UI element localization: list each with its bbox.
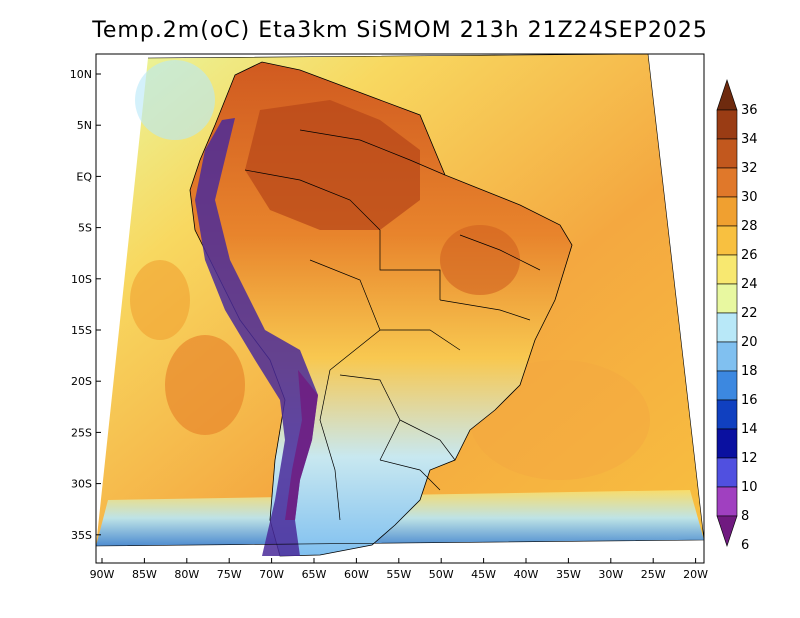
colorbar-segment (716, 138, 738, 169)
colorbar-label-10: 10 (741, 480, 758, 495)
colorbar-label-18: 18 (741, 364, 758, 379)
colorbar-segment (716, 399, 738, 430)
amazon-hot-region (245, 100, 420, 230)
colorbar-segment (716, 457, 738, 488)
colorbar-segment (716, 254, 738, 285)
lon-label-90W: 90W (90, 568, 115, 581)
colorbar-label-24: 24 (741, 277, 758, 292)
latitude-axis: 10N 5N EQ 5S 10S 15S 20S 25S 30S 35S (70, 68, 101, 542)
colorbar: 36 34 32 30 28 26 24 22 20 18 16 14 12 10 8 6 (716, 79, 758, 553)
colorbar-label-22: 22 (741, 306, 758, 321)
lon-label-30W: 30W (598, 568, 623, 581)
colorbar-label-36: 36 (741, 103, 758, 118)
lon-label-85W: 85W (132, 568, 157, 581)
andes-cold-ridge-highlight (285, 370, 318, 520)
colorbar-label-34: 34 (741, 132, 758, 147)
political-borders (244, 129, 541, 521)
northwest-cool-area (135, 60, 215, 140)
colorbar-bottom-arrow (716, 515, 738, 547)
lat-label-25S: 25S (71, 426, 92, 439)
lat-label-5N: 5N (77, 119, 92, 132)
colorbar-segment (716, 196, 738, 227)
northeast-hot-region (440, 225, 520, 295)
colorbar-label-28: 28 (741, 219, 758, 234)
colorbar-label-14: 14 (741, 422, 758, 437)
lat-label-30S: 30S (71, 478, 92, 491)
colorbar-segment (716, 283, 738, 314)
domain-outline (95, 53, 705, 547)
lon-label-60W: 60W (344, 568, 369, 581)
pacific-warm-area-2 (130, 260, 190, 340)
colorbar-segment (716, 312, 738, 343)
lat-label-5S: 5S (78, 222, 92, 235)
colorbar-segment (716, 428, 738, 459)
plot-frame (95, 53, 705, 564)
colorbar-segment (716, 109, 738, 140)
lon-label-45W: 45W (471, 568, 496, 581)
colorbar-segment (716, 486, 738, 517)
colorbar-segment (716, 341, 738, 372)
lat-label-10S: 10S (71, 273, 92, 286)
lon-label-40W: 40W (514, 568, 539, 581)
lon-label-35W: 35W (556, 568, 581, 581)
lon-label-55W: 55W (386, 568, 411, 581)
colorbar-label-6: 6 (741, 538, 749, 553)
longitude-axis: 90W 85W 80W 75W 70W 65W 60W 55W 50W 45W 40W 35W 30W 2… (90, 558, 708, 581)
colorbar-label-26: 26 (741, 248, 758, 263)
colorbar-segment (716, 167, 738, 198)
lon-label-80W: 80W (174, 568, 199, 581)
lon-label-65W: 65W (302, 568, 327, 581)
colorbar-label-12: 12 (741, 451, 758, 466)
lon-label-70W: 70W (259, 568, 284, 581)
lat-label-15S: 15S (71, 324, 92, 337)
lon-label-25W: 25W (641, 568, 666, 581)
colorbar-label-8: 8 (741, 509, 749, 524)
pacific-warm-area (165, 335, 245, 435)
colorbar-label-30: 30 (741, 190, 758, 205)
andes-cold-ridge (195, 118, 318, 556)
lat-label-35S: 35S (71, 529, 92, 542)
lon-label-75W: 75W (217, 568, 242, 581)
lat-label-10N: 10N (70, 68, 92, 81)
lon-label-50W: 50W (429, 568, 454, 581)
colorbar-label-16: 16 (741, 393, 758, 408)
colorbar-top-arrow (716, 79, 738, 111)
lon-label-20W: 20W (683, 568, 708, 581)
colorbar-label-32: 32 (741, 161, 758, 176)
lat-label-20S: 20S (71, 375, 92, 388)
colorbar-segment (716, 225, 738, 256)
map-title: Temp.2m(oC) Eta3km SiSMOM 213h 21Z24SEP2… (92, 18, 708, 43)
colorbar-label-20: 20 (741, 335, 758, 350)
lat-label-EQ: EQ (76, 170, 92, 183)
colorbar-segment (716, 370, 738, 401)
